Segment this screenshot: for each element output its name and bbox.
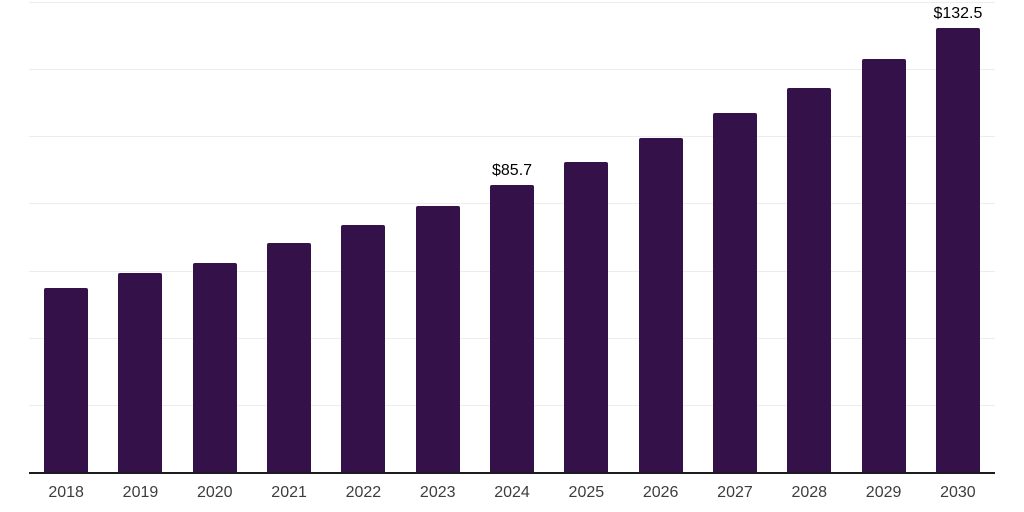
bar-2021 xyxy=(267,243,312,473)
x-tick-label-2028: 2028 xyxy=(791,484,828,501)
x-tick-label-2018: 2018 xyxy=(48,484,84,501)
bar-2023 xyxy=(415,206,460,473)
x-tick-label-2027: 2027 xyxy=(717,484,753,501)
plot-area: $85.7 $132.5 xyxy=(29,2,995,473)
bar-slot-2025 xyxy=(549,3,623,473)
x-tick-label-2029: 2029 xyxy=(865,484,902,501)
x-tick-label-2021: 2021 xyxy=(271,484,307,501)
bar-2026 xyxy=(638,138,683,473)
value-label-2030: $132.5 xyxy=(933,5,983,23)
bar-2019 xyxy=(118,273,163,473)
bar-slot-2027 xyxy=(698,3,772,473)
bar-slot-2024: $85.7 xyxy=(475,3,549,473)
bar-slot-2021 xyxy=(252,3,326,473)
bar-2018 xyxy=(44,288,89,473)
bar-2024 xyxy=(490,185,535,473)
bar-slot-2028 xyxy=(772,3,846,473)
bar-2020 xyxy=(192,262,237,473)
x-axis-line xyxy=(29,472,995,474)
bar-slot-2023 xyxy=(401,3,475,473)
x-tick-label-2026: 2026 xyxy=(642,484,679,501)
x-tick-label-2030: 2030 xyxy=(940,484,976,501)
bar-2028 xyxy=(787,87,832,473)
x-tick-label-2024: 2024 xyxy=(494,484,530,501)
bar-slot-2020 xyxy=(178,3,252,473)
x-tick-label-2020: 2020 xyxy=(196,484,233,501)
bar-slot-2019 xyxy=(103,3,177,473)
bar-2027 xyxy=(712,113,757,473)
x-axis-labels: 2018 2019 2020 2021 2022 2023 2024 2025 2026 2027… xyxy=(29,484,995,502)
gridline-140 xyxy=(29,2,995,3)
gridline-120 xyxy=(29,69,995,71)
x-tick-label-2023: 2023 xyxy=(419,484,456,501)
bar-slot-2029 xyxy=(846,3,920,473)
bar-slot-2026 xyxy=(624,3,698,473)
x-tick-label-2019: 2019 xyxy=(122,484,159,501)
bar-2022 xyxy=(341,224,386,473)
bar-2029 xyxy=(861,59,906,473)
gridline-100 xyxy=(29,136,995,138)
bar-slot-2018 xyxy=(29,3,103,473)
bars-row: $85.7 $132.5 xyxy=(29,3,995,473)
bar-slot-2030: $132.5 xyxy=(921,3,995,473)
value-label-2024: $85.7 xyxy=(492,162,533,180)
x-tick-label-2022: 2022 xyxy=(345,484,382,501)
bar-2025 xyxy=(564,162,609,473)
bar-2030 xyxy=(935,28,980,473)
x-tick-label-2025: 2025 xyxy=(568,484,605,501)
bar-slot-2022 xyxy=(326,3,400,473)
